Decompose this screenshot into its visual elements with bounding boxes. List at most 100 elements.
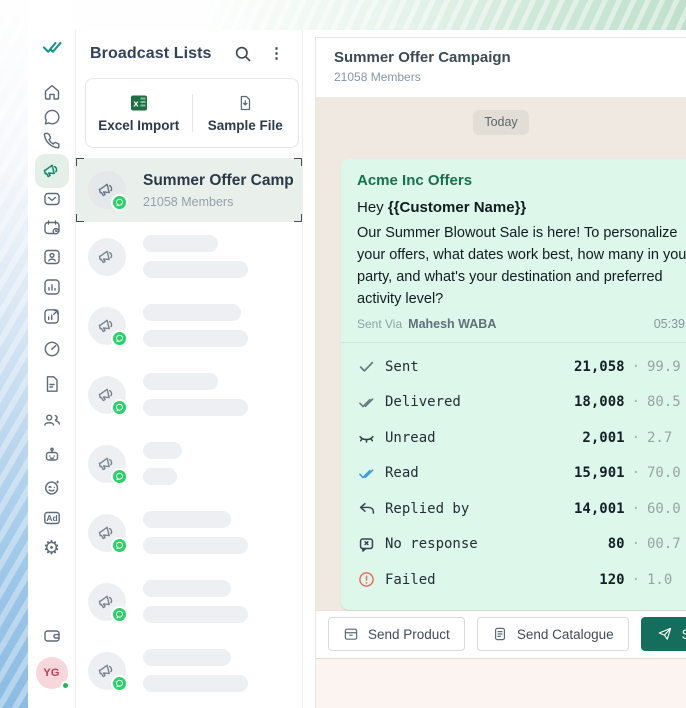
excel-import-label: Excel Import: [98, 117, 180, 133]
broadcast-list-panel: Broadcast Lists ⋮ x Excel Import Sample …: [76, 30, 303, 708]
sample-file-button[interactable]: Sample File: [193, 94, 299, 133]
chats-icon[interactable]: [42, 107, 62, 127]
megaphone-icon: [98, 388, 113, 401]
whatsapp-badge-icon: [111, 605, 128, 623]
action-footer: Send Product Send Catalogue Send Templat…: [316, 609, 686, 659]
selection-corner-mark: [294, 214, 302, 222]
sent-via-account: Mahesh WABA: [408, 317, 497, 331]
campaign-message-bubble: Acme Inc Offers Hey {{Customer Name}} Ou…: [341, 159, 686, 610]
brand-double-check-logo: [42, 37, 62, 57]
home-icon[interactable]: [42, 82, 62, 102]
import-card: x Excel Import Sample File: [85, 78, 299, 148]
selection-corner-mark: [76, 214, 84, 222]
single-check-icon: [357, 358, 375, 375]
sample-file-label: Sample File: [207, 117, 283, 133]
whatsapp-badge-icon: [111, 674, 128, 692]
ads-icon[interactable]: Ad: [42, 508, 62, 528]
broadcast-list-item-skeleton[interactable]: [76, 360, 302, 429]
campaign-panel: Summer Offer Campaign 21058 Members Toda…: [315, 37, 686, 708]
engage-smiley-icon[interactable]: [42, 477, 62, 497]
broadcast-item-title: Summer Offer Camp: [143, 171, 293, 189]
failed-alert-icon: [357, 571, 375, 588]
whatsapp-badge-icon: [111, 398, 128, 416]
message-line: Our Summer Blowout Sale is here! To pers…: [357, 225, 678, 241]
send-catalogue-button[interactable]: Send Catalogue: [476, 617, 629, 651]
broadcast-avatar: [88, 306, 128, 347]
inbox-envelope-icon[interactable]: [42, 189, 62, 209]
broadcast-list-item-skeleton[interactable]: [76, 429, 302, 498]
send-product-button[interactable]: Send Product: [328, 617, 465, 651]
bottom-strip: [316, 658, 686, 708]
broadcast-avatar: [88, 651, 128, 692]
message-body: Our Summer Blowout Sale is here! To pers…: [357, 222, 686, 310]
message-line: party, and what's your destination and p…: [357, 269, 663, 285]
broadcast-item-members: 21058 Members: [143, 194, 234, 209]
campaign-title: Summer Offer Campaign: [334, 49, 511, 66]
documents-icon[interactable]: [42, 374, 62, 394]
broadcast-avatar: [88, 513, 128, 554]
broadcast-list-item-skeleton[interactable]: [76, 222, 302, 291]
message-line: activity level?: [357, 291, 444, 307]
more-options-kebab-icon[interactable]: ⋮: [269, 45, 284, 62]
stat-row-delivered: Delivered 18,00880.5: [357, 385, 686, 421]
reply-arrow-icon: [357, 500, 375, 517]
user-avatar[interactable]: YG: [35, 657, 70, 690]
broadcast-avatar: [88, 237, 126, 276]
settings-gear-icon[interactable]: ⚙: [42, 537, 61, 559]
teams-people-icon[interactable]: [42, 410, 62, 430]
reports-chart-up-icon[interactable]: [42, 306, 62, 326]
chat-area: Today Acme Inc Offers Hey {{Customer Nam…: [316, 98, 686, 610]
megaphone-icon: [98, 664, 113, 677]
stat-row-replied: Replied by 14,00160.0: [357, 491, 686, 527]
broadcast-panel-header: Broadcast Lists ⋮: [76, 30, 302, 69]
broadcast-list-item-skeleton[interactable]: [76, 636, 302, 705]
eye-off-icon: [357, 429, 375, 446]
user-initials: YG: [43, 667, 60, 679]
message-greeting: Hey {{Customer Name}}: [357, 199, 527, 216]
nav-rail: Ad ⚙ YG: [28, 30, 76, 708]
sender-name: Acme Inc Offers: [357, 172, 473, 189]
megaphone-icon: [98, 250, 113, 263]
campaign-header: Summer Offer Campaign 21058 Members: [316, 38, 686, 98]
selection-corner-mark: [294, 158, 302, 166]
excel-import-button[interactable]: x Excel Import: [86, 94, 192, 133]
stat-row-sent: Sent 21,05899.9: [357, 349, 686, 385]
no-response-bubble-icon: [357, 536, 375, 553]
date-chip: Today: [473, 110, 529, 134]
card-divider: [191, 94, 193, 132]
svg-text:Ad: Ad: [46, 513, 57, 523]
broadcast-list-item-skeleton[interactable]: [76, 567, 302, 636]
broadcast-avatar: [88, 375, 128, 416]
performance-gauge-icon[interactable]: [42, 339, 62, 359]
whatsapp-badge-icon: [111, 329, 128, 347]
broadcast-list-item-skeleton[interactable]: [76, 498, 302, 567]
send-template-button[interactable]: Send Template: [640, 617, 686, 651]
double-check-blue-icon: [357, 465, 375, 482]
panel-title: Broadcast Lists: [90, 45, 212, 62]
search-icon[interactable]: [234, 45, 252, 63]
broadcast-list-item-skeleton[interactable]: [76, 291, 302, 360]
file-download-icon: [241, 95, 251, 110]
analytics-bar-chart-icon[interactable]: [42, 277, 62, 297]
send-plane-icon: [657, 626, 673, 642]
customer-name-variable: {{Customer Name}}: [387, 199, 527, 216]
whatsapp-badge-icon: [111, 194, 128, 211]
whatsapp-badge-icon: [111, 536, 128, 554]
broadcast-avatar: [88, 444, 128, 485]
product-box-icon: [343, 626, 359, 642]
whatsapp-badge-icon: [111, 467, 128, 485]
calendar-clock-icon[interactable]: [42, 218, 62, 238]
broadcast-list-item-selected[interactable]: Summer Offer Camp 21058 Members: [76, 158, 302, 222]
app-frame: Ad ⚙ YG Broadcast Lists ⋮ x Excel Import: [28, 30, 686, 708]
stat-row-failed: Failed 1201.0: [357, 562, 686, 598]
sent-via-label: Sent Via: [357, 317, 403, 331]
calls-icon[interactable]: [42, 131, 62, 151]
megaphone-icon: [98, 183, 113, 197]
contacts-card-icon[interactable]: [42, 247, 62, 267]
double-check-icon: [357, 394, 375, 411]
broadcast-icon-active[interactable]: [34, 154, 69, 188]
wallet-icon[interactable]: [42, 626, 62, 646]
megaphone-icon: [98, 319, 113, 332]
chatbot-robot-icon[interactable]: [42, 445, 62, 465]
online-status-dot: [60, 681, 70, 690]
